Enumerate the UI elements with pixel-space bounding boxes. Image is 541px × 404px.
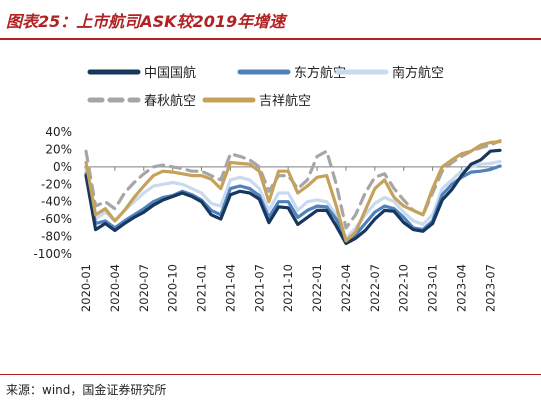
title-bar: 图表25：上市航司ASK较2019年增速 [0, 0, 541, 40]
y-tick-label: -40% [41, 195, 72, 209]
legend-item: 吉祥航空 [202, 93, 311, 109]
x-tick-label: 2022-04 [339, 264, 353, 312]
x-tick-label: 2022-07 [368, 264, 382, 312]
legend-label: 南方航空 [392, 65, 444, 81]
plot-lines [84, 139, 502, 246]
x-tick-label: 2023-01 [426, 264, 440, 312]
y-tick-label: -60% [41, 212, 72, 226]
source-divider [0, 374, 541, 375]
x-tick-label: 2020-07 [137, 264, 151, 312]
y-tick-label: 40% [45, 125, 72, 139]
legend-label: 吉祥航空 [259, 93, 311, 109]
y-tick-label: 0% [53, 160, 72, 174]
x-tick-label: 2020-01 [79, 264, 93, 312]
x-tick-label: 2022-01 [310, 264, 324, 312]
legend-label: 东方航空 [294, 65, 346, 81]
legend-label: 中国国航 [144, 65, 196, 81]
series-line [84, 160, 502, 240]
x-axis: 2020-01 2020-04 2020-07 2020-10 2021-01 2021-… [79, 166, 502, 312]
source-note: 来源：wind，国金证券研究所 [6, 383, 167, 397]
legend-item: 东方航空 [237, 65, 346, 81]
series-line [84, 140, 502, 243]
legend-label: 春秋航空 [144, 93, 196, 109]
x-tick-label: 2021-10 [281, 264, 295, 312]
legend-item: 南方航空 [335, 65, 444, 81]
x-tick-label: 2023-07 [483, 264, 497, 312]
x-tick-label: 2021-07 [252, 264, 266, 312]
y-axis: 40% 20% 0% -20% -40% -60% -80% -100% [33, 125, 72, 261]
y-tick-label: -100% [33, 247, 72, 261]
y-tick-label: 20% [45, 142, 72, 156]
y-tick-label: -80% [41, 230, 72, 244]
x-tick-label: 2023-04 [454, 264, 468, 312]
y-tick-label: -20% [41, 177, 72, 191]
x-tick-label: 2021-01 [195, 264, 209, 312]
series-line [84, 164, 502, 243]
series-line [84, 148, 502, 246]
legend-item: 春秋航空 [87, 93, 196, 109]
legend-item: 中国国航 [87, 65, 196, 81]
x-tick-label: 2020-04 [108, 264, 122, 312]
x-tick-label: 2020-10 [166, 264, 180, 312]
chart-title: 图表25：上市航司ASK较2019年增速 [6, 12, 286, 31]
x-tick-label: 2021-04 [223, 264, 237, 312]
x-tick-label: 2022-10 [397, 264, 411, 312]
